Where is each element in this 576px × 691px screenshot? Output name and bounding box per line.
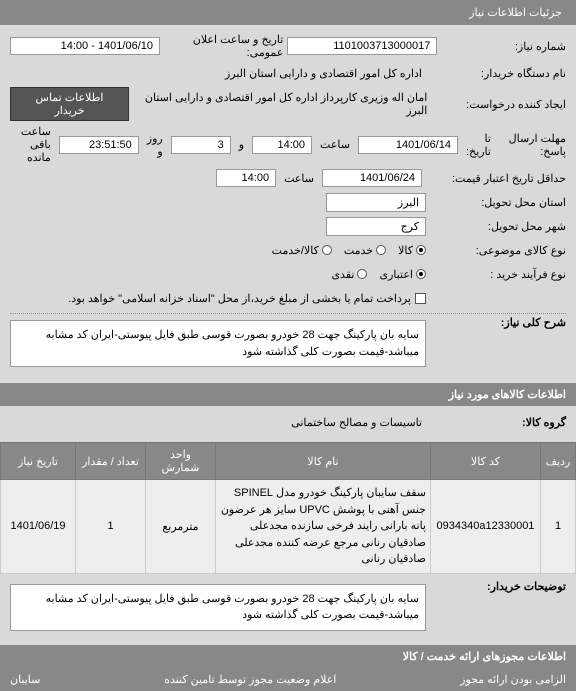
radio-cash[interactable] — [357, 269, 367, 279]
requester-value: امان اله وزیری کارپرداز اداره کل امور اق… — [129, 89, 431, 119]
buyer-label: نام دستگاه خریدار: — [426, 67, 566, 80]
radio-credit-label: اعتباری — [379, 268, 413, 281]
col-name: نام کالا — [216, 443, 431, 480]
days-value: 3 — [171, 136, 231, 154]
radio-goods[interactable] — [416, 245, 426, 255]
footer-col-explain: سایبان — [0, 668, 50, 691]
city-label: شهر محل تحویل: — [426, 220, 566, 233]
province-label: استان محل تحویل: — [426, 196, 566, 209]
process-label: نوع فرآیند خرید : — [426, 268, 566, 281]
radio-cash-label: نقدی — [331, 268, 354, 281]
radio-credit[interactable] — [416, 269, 426, 279]
radio-both[interactable] — [322, 245, 332, 255]
group-label: گروه کالا: — [426, 416, 566, 429]
table-row: 1 0934340a12330001 سقف سایبان پارکینگ خو… — [1, 480, 576, 574]
radio-service[interactable] — [376, 245, 386, 255]
buyer-desc-label: توضیحات خریدار: — [426, 580, 566, 593]
col-unit: واحد شمارش — [146, 443, 216, 480]
payment-note: پرداخت تمام یا بخشی از مبلغ خرید،از محل … — [68, 288, 411, 309]
countdown-suffix: ساعت باقی مانده — [10, 125, 55, 164]
contact-button[interactable]: اطلاعات تماس خریدار — [10, 87, 129, 121]
col-qty: تعداد / مقدار — [76, 443, 146, 480]
payment-check[interactable] — [415, 293, 426, 304]
goods-table: ردیف کد کالا نام کالا واحد شمارش تعداد /… — [0, 442, 576, 574]
cell-unit: مترمربع — [146, 480, 216, 574]
city-value: کرج — [326, 217, 426, 236]
cell-code: 0934340a12330001 — [431, 480, 541, 574]
public-date-label: تاریخ و ساعت اعلان عمومی: — [160, 33, 287, 59]
countdown: 23:51:50 — [59, 136, 139, 154]
deadline-label: مهلت ارسال پاسخ: — [499, 132, 566, 158]
public-date-value: 1401/06/10 - 14:00 — [10, 37, 160, 55]
col-code: کد کالا — [431, 443, 541, 480]
summary-label: شرح کلی نیاز: — [426, 316, 566, 329]
date-prefix: تا تاریخ: — [462, 132, 495, 158]
radio-goods-label: کالا — [398, 244, 413, 257]
time-label-1: ساعت — [316, 138, 354, 151]
form-panel: شماره نیاز: 1101003713000017 تاریخ و ساع… — [0, 25, 576, 383]
footer-col-status: اعلام وضعیت مجوز توسط تامین کننده — [50, 668, 450, 691]
and-label: و — [235, 138, 248, 151]
cell-date: 1401/06/19 — [1, 480, 76, 574]
province-value: البرز — [326, 193, 426, 212]
section-permits-header: اطلاعات مجوزهای ارائه خدمت / کالا — [0, 645, 576, 668]
radio-both-label: کالا/خدمت — [272, 244, 319, 257]
tab-details[interactable]: جزئیات اطلاعات نیاز — [455, 0, 576, 25]
min-valid-date: 1401/06/24 — [322, 169, 422, 187]
col-date: تاریخ نیاز — [1, 443, 76, 480]
days-suffix: روز و — [143, 132, 167, 158]
summary-value: سایه بان پارکینگ جهت 28 خودرو بصورت قوسی… — [10, 320, 426, 367]
subject-label: نوع کالای موضوعی: — [426, 244, 566, 257]
subject-radio-group: کالا خدمت کالا/خدمت — [272, 244, 426, 257]
radio-service-label: خدمت — [344, 244, 373, 257]
buyer-desc-value: سایه بان پارکینگ جهت 28 خودرو بصورت قوسی… — [10, 584, 426, 631]
need-no-value: 1101003713000017 — [287, 37, 437, 55]
buyer-value: اداره کل امور اقتصادی و دارایی استان الب… — [221, 65, 426, 82]
deadline-date: 1401/06/14 — [358, 136, 458, 154]
requester-label: ایجاد کننده درخواست: — [431, 98, 566, 111]
min-valid-label: حداقل تاریخ اعتبار قیمت: — [426, 172, 566, 185]
col-idx: ردیف — [541, 443, 576, 480]
footer-col-mandatory: الزامی بودن ارائه مجوز — [450, 668, 576, 691]
process-radio-group: اعتباری نقدی — [331, 268, 426, 281]
group-value: تاسیسات و مصالح ساختمانی — [287, 414, 426, 431]
need-no-label: شماره نیاز: — [437, 40, 566, 53]
deadline-time: 14:00 — [252, 136, 312, 154]
cell-qty: 1 — [76, 480, 146, 574]
section-goods-header: اطلاعات کالاهای مورد نیاز — [0, 383, 576, 406]
time-label-2: ساعت — [280, 172, 318, 185]
cell-idx: 1 — [541, 480, 576, 574]
min-valid-time: 14:00 — [216, 169, 276, 187]
cell-name: سقف سایبان پارکینگ خودرو مدل SPINEL جنس … — [216, 480, 431, 574]
